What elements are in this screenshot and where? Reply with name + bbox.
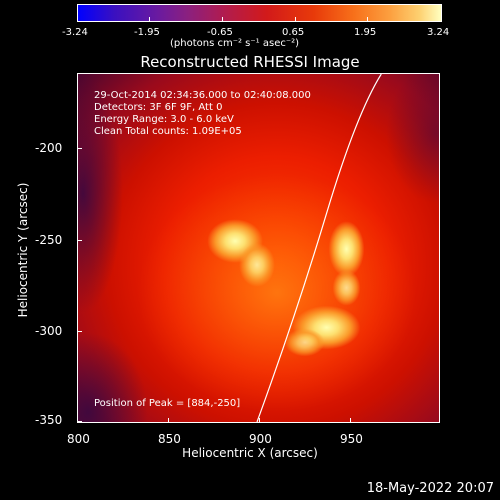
- colorbar-tick: 0.65: [282, 27, 305, 38]
- y-axis-label: Heliocentric Y (arcsec): [16, 182, 30, 318]
- x-axis-label: Heliocentric X (arcsec): [182, 446, 318, 460]
- colorbar-unit: (photons cm⁻² s⁻¹ asec⁻²): [170, 38, 300, 49]
- peak-position-text: Position of Peak = [884,-250]: [94, 398, 241, 409]
- x-tick-label: 800: [67, 432, 90, 446]
- time-range-text: 29-Oct-2014 02:34:36.000 to 02:40:08.000: [94, 90, 311, 101]
- detectors-text: Detectors: 3F 6F 9F, Att 0: [94, 102, 223, 113]
- image-title: Reconstructed RHESSI Image: [140, 53, 360, 71]
- x-tick-label: 900: [249, 432, 272, 446]
- y-tick-label: -350: [35, 413, 63, 427]
- flare-emission-map: [78, 74, 439, 422]
- clean-counts-text: Clean Total counts: 1.09E+05: [94, 126, 242, 137]
- datestamp: 18-May-2022 20:07: [366, 481, 494, 496]
- y-tick-label: -250: [35, 233, 63, 247]
- colorbar-tick: -1.95: [134, 27, 160, 38]
- energy-range-text: Energy Range: 3.0 - 6.0 keV: [94, 114, 234, 125]
- x-tick-label: 950: [340, 432, 363, 446]
- solar-limb-line: [256, 74, 382, 422]
- colorbar: [77, 4, 442, 22]
- colorbar-tick: -0.65: [207, 27, 233, 38]
- colorbar-tick: 1.95: [354, 27, 377, 38]
- x-tick-label: 850: [158, 432, 181, 446]
- rhessi-image: 29-Oct-2014 02:34:36.000 to 02:40:08.000…: [77, 73, 440, 423]
- colorbar-tick: -3.24: [62, 27, 88, 38]
- colorbar-tick: 3.24: [427, 27, 450, 38]
- y-tick-label: -300: [35, 324, 63, 338]
- y-tick-label: -200: [35, 141, 63, 155]
